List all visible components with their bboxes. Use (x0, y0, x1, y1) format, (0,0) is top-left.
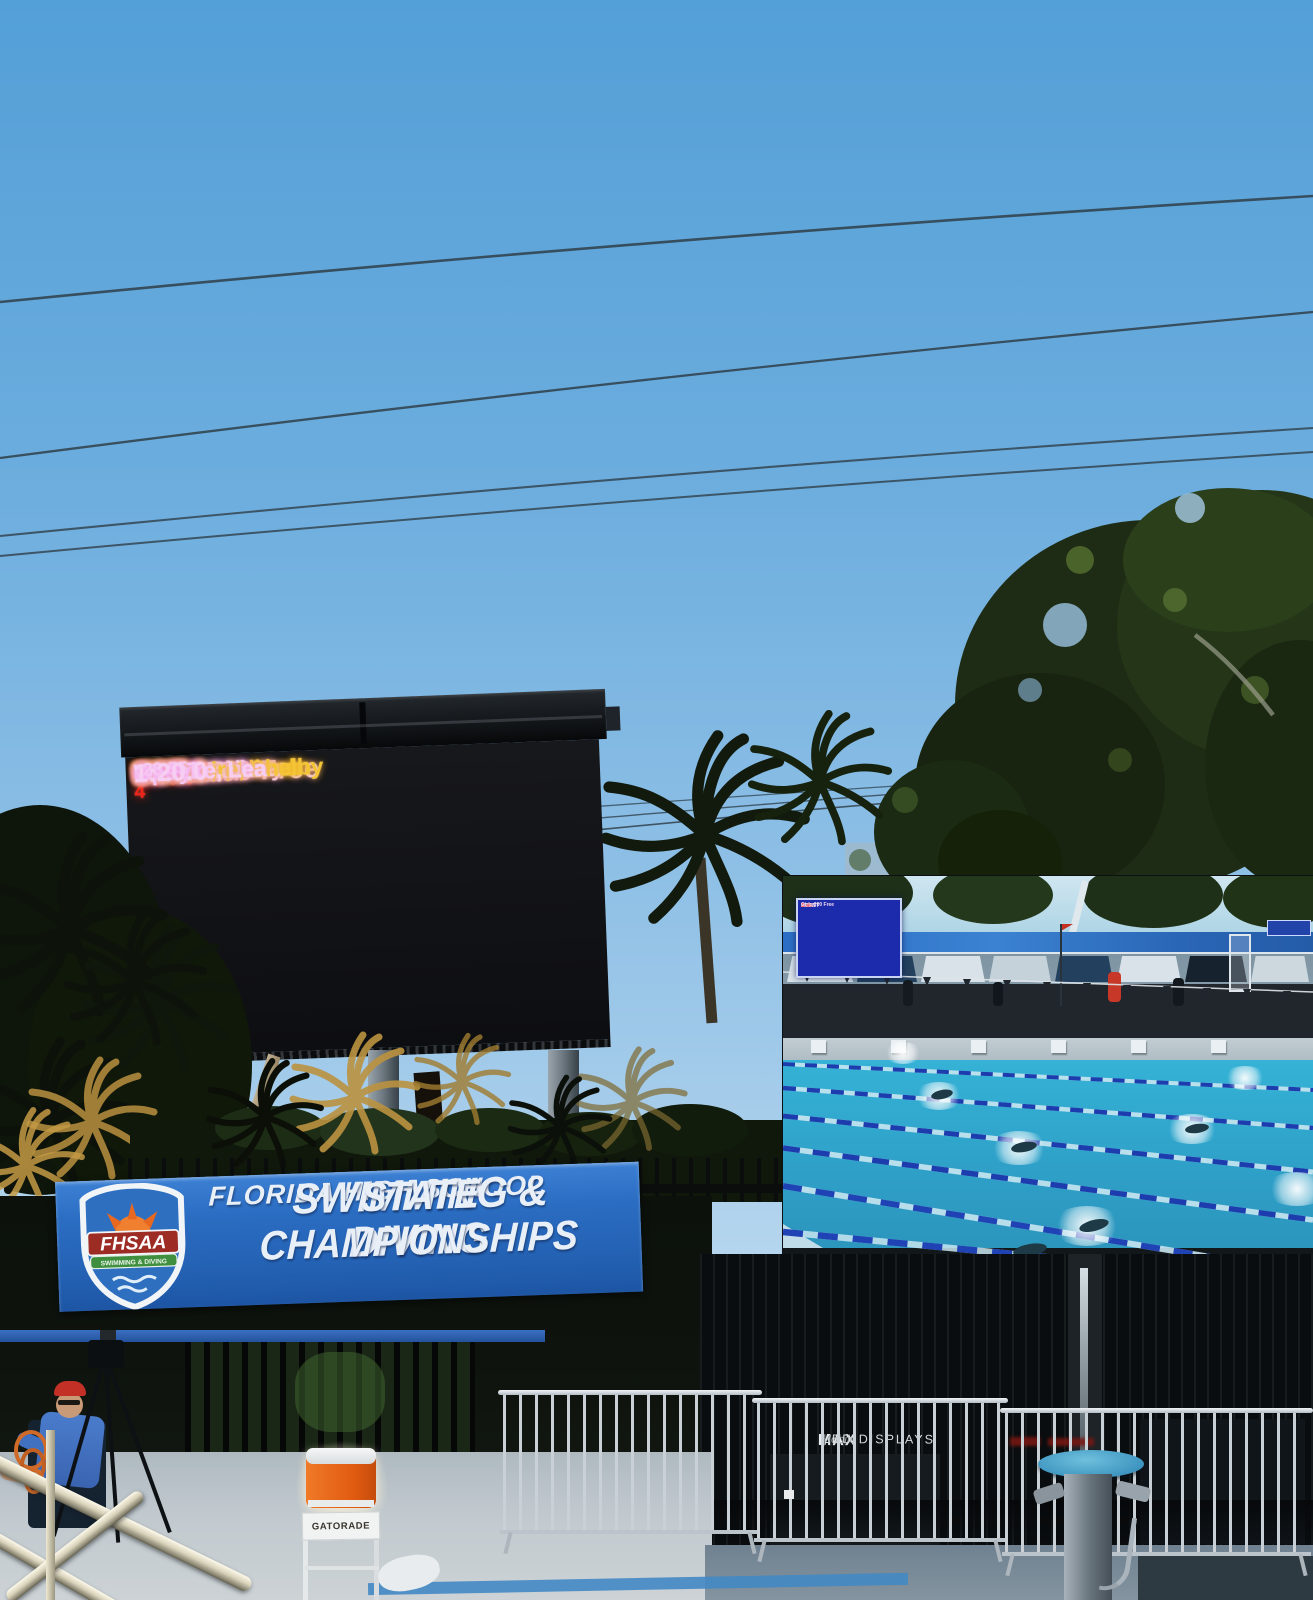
mini-clock: 5:44 (801, 903, 813, 909)
fountain-top (1038, 1450, 1144, 1478)
fhsaa-logo: FHSAA SWIMMING & DIVING (79, 1182, 186, 1311)
championship-banner: FHSAA SWIMMING & DIVING FLORIDA HIGH SCH… (55, 1161, 644, 1312)
starting-block (1211, 1040, 1226, 1053)
banner-line3: STATE CHAMPIONSHIPS (258, 1170, 579, 1269)
crowd-barrier (752, 1398, 1008, 1563)
starting-block (1051, 1040, 1066, 1053)
banner-text: FLORIDA HIGH SCHOOL SWIMMING & DIVING ST… (205, 1166, 633, 1303)
screen-tree (933, 876, 1053, 924)
cooler-stand-crossbar (305, 1566, 379, 1570)
spectator-silhouette (1173, 978, 1184, 1006)
camera (88, 1340, 124, 1368)
right-tree-canopy (915, 488, 1313, 897)
spectator-silhouette (993, 982, 1003, 1006)
referee-chair (1229, 934, 1251, 992)
cooler-stand-leg (374, 1540, 379, 1600)
leg-glint (1080, 1268, 1088, 1468)
crowd-barrier (498, 1390, 762, 1555)
tent-canopy (1117, 956, 1181, 982)
swimmer-splash (1265, 1172, 1313, 1206)
swimmer-splash (883, 1042, 923, 1064)
screen-canopy-roof (783, 932, 1313, 954)
cooler-base-strip (308, 1500, 374, 1507)
screen-tree (1083, 876, 1223, 928)
red-flag-icon (1061, 924, 1073, 931)
gatorade-label: GATORADE (301, 1511, 381, 1541)
blue-railing (0, 1330, 545, 1342)
cooler-lid (306, 1448, 376, 1464)
mini-event-title: Girls 200 Free (801, 902, 835, 908)
tent-canopy (1185, 956, 1247, 982)
corner-shadow (1138, 1556, 1313, 1600)
starting-block (1131, 1040, 1146, 1053)
lane-rope (783, 1062, 1313, 1266)
screen-tent-shadow (783, 984, 1313, 1042)
red-cap (54, 1381, 86, 1396)
lane-ropes (783, 971, 1313, 1266)
sunglasses (58, 1400, 80, 1405)
swimmer-splash (1223, 1066, 1267, 1090)
tent-canopy (1251, 956, 1309, 982)
tent-canopy (989, 956, 1051, 982)
pool-rail-post (46, 1430, 55, 1600)
cooler-stand-leg (303, 1540, 308, 1600)
screen-scoreboard-sign (1267, 920, 1311, 936)
foliage-through-gate (295, 1352, 385, 1432)
starting-block (811, 1040, 826, 1053)
spectator-head (56, 1392, 83, 1418)
barrier-tag (784, 1490, 794, 1499)
logo-acronym: FHSAA (100, 1232, 167, 1255)
logo-tagline: SWIMMING & DIVING (101, 1258, 168, 1267)
spectator-red-shirt (1108, 972, 1121, 1002)
tent-canopy (1055, 956, 1113, 982)
fountain-pedestal (1064, 1474, 1112, 1600)
flag-pole (1060, 924, 1062, 1006)
spectator-silhouette (903, 980, 913, 1006)
starting-block (971, 1040, 986, 1053)
